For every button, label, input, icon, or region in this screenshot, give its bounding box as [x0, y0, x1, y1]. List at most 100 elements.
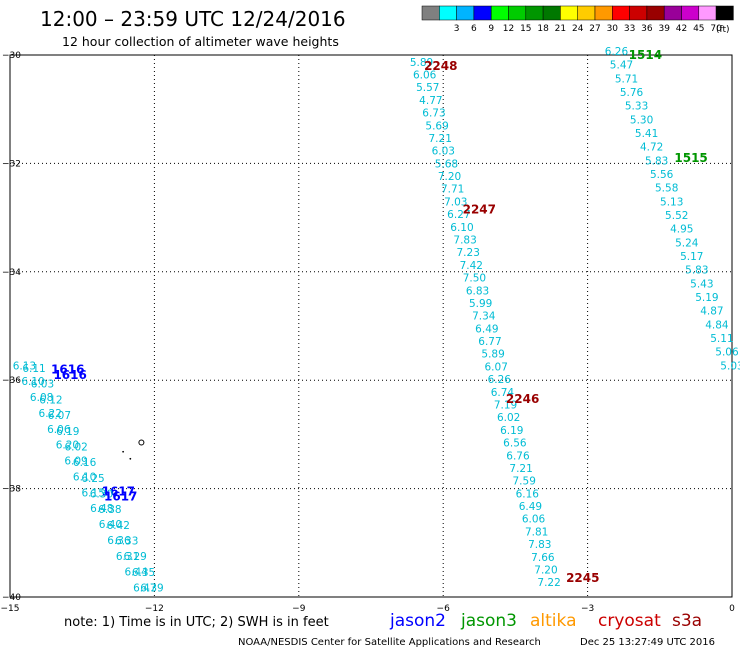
wave-height-value: 5.69 — [425, 120, 448, 132]
wave-height-value: 6.10 — [450, 222, 473, 234]
wave-height-value: 6.31 — [116, 551, 139, 563]
y-tick-label: −30 — [2, 51, 21, 61]
wave-height-value: 5.58 — [655, 183, 678, 195]
wave-height-value: 6.42 — [107, 520, 130, 532]
legend-swatch — [594, 5, 613, 21]
island-marker — [129, 457, 132, 460]
wave-height-value: 6.07 — [485, 361, 508, 373]
wave-height-value: 5.56 — [650, 169, 674, 181]
wave-height-value: 7.71 — [441, 184, 464, 196]
legend-swatch — [663, 5, 682, 21]
wave-height-value: 6.36 — [107, 535, 131, 547]
legend-swatch — [439, 5, 457, 21]
pass-time-label: 1617 — [102, 484, 135, 498]
legend-swatch — [456, 5, 475, 21]
wave-height-value: 6.25 — [81, 473, 104, 485]
wave-height-value: 6.73 — [422, 108, 445, 120]
wave-height-value: 6.10 — [21, 376, 44, 388]
satellite-label-s3a: s3a — [672, 611, 702, 631]
wave-height-value: 5.52 — [665, 210, 688, 222]
legend-swatch — [715, 5, 734, 21]
wave-height-value: 6.12 — [39, 394, 62, 406]
wave-height-value: 6.08 — [30, 392, 53, 404]
wave-height-value: 6.09 — [64, 456, 87, 468]
wave-height-value: 6.49 — [475, 323, 498, 335]
wave-height-value: 5.41 — [635, 128, 658, 140]
wave-height-value: 7.21 — [429, 133, 452, 145]
wave-height-value: 4.84 — [705, 319, 729, 331]
legend-tick-label: 30 — [607, 24, 619, 34]
wave-height-value: 6.22 — [39, 408, 62, 420]
plot-frame — [9, 54, 733, 598]
legend-tick-label: 33 — [624, 24, 635, 34]
wave-height-value: 6.15 — [82, 487, 105, 499]
wave-height-value: 5.76 — [620, 87, 644, 99]
wave-height-value: 5.03 — [720, 360, 740, 372]
wave-height-value: 6.33 — [115, 536, 138, 548]
wave-height-value: 5.57 — [416, 82, 439, 94]
wave-height-value: 6.35 — [132, 567, 155, 579]
wave-height-value: 6.06 — [522, 514, 546, 526]
x-tick-label: −12 — [145, 604, 164, 614]
legend-swatch — [698, 5, 717, 21]
legend-tick-label: 18 — [537, 24, 549, 34]
wave-height-value: 7.21 — [509, 463, 532, 475]
wave-height-value: 6.03 — [432, 146, 455, 158]
legend-swatch — [542, 5, 561, 21]
legend-tick-label: 39 — [658, 24, 670, 34]
wave-height-value: 5.47 — [610, 60, 633, 72]
legend-swatch — [612, 5, 630, 21]
pass-time-label: 2245 — [566, 571, 599, 585]
legend-tick-label: 9 — [488, 24, 494, 34]
satellite-label-cryosat: cryosat — [598, 611, 661, 631]
wave-height-value: 7.20 — [534, 564, 557, 576]
wave-height-value: 7.83 — [528, 539, 551, 551]
wave-height-value: 7.23 — [457, 247, 480, 259]
pass-time-label: 1616 — [53, 368, 86, 382]
legend-tick-label: 70 — [710, 24, 722, 34]
wave-height-value: 6.26 — [488, 374, 512, 386]
footer-note: note: 1) Time is in UTC; 2) SWH is in fe… — [64, 615, 329, 630]
x-tick-label: −15 — [1, 604, 20, 614]
wave-height-value: 6.07 — [48, 410, 71, 422]
wave-height-value: 6.30 — [90, 489, 113, 501]
pass-time-label: 2246 — [506, 392, 539, 406]
x-tick-label: 0 — [729, 604, 735, 614]
wave-height-value: 5.11 — [710, 333, 733, 345]
wave-height-value: 6.20 — [56, 440, 79, 452]
legend-tick-label: 42 — [676, 24, 687, 34]
chart-subtitle: 12 hour collection of altimeter wave hei… — [62, 34, 339, 49]
satellite-label-jason3: jason3 — [460, 611, 517, 631]
wave-height-value: 5.99 — [469, 298, 492, 310]
wave-height-value: 6.29 — [123, 551, 146, 563]
wave-height-value: 5.13 — [660, 196, 683, 208]
wave-height-value: 5.83 — [685, 265, 708, 277]
footer-credit: NOAA/NESDIS Center for Satellite Applica… — [238, 637, 541, 648]
wave-height-value: 7.19 — [494, 399, 517, 411]
pass-time-label: 2247 — [463, 202, 496, 216]
wave-height-value: 5.30 — [630, 114, 653, 126]
grid-lines — [10, 55, 732, 597]
legend-swatch — [490, 5, 509, 21]
footer-timestamp: Dec 25 13:27:49 UTC 2016 — [580, 637, 715, 648]
axis-ticks: −15 −12 −9 −6 −3 0−30−32−34−36−38−40 — [1, 51, 736, 614]
wave-height-value: 6.49 — [519, 501, 542, 513]
wave-height-value: 5.89 — [481, 349, 504, 361]
wave-height-value: 6.19 — [56, 426, 79, 438]
wave-height-value: 5.06 — [715, 347, 739, 359]
wave-height-value: 6.03 — [31, 379, 54, 391]
y-tick-label: −40 — [2, 593, 21, 603]
legend-swatch — [473, 5, 492, 21]
wave-height-value: 4.72 — [640, 142, 663, 154]
wave-height-value: 7.50 — [463, 273, 486, 285]
x-tick-label: −3 — [581, 604, 594, 614]
pass-time-label: 1616 — [51, 362, 84, 376]
wave-height-value: 7.34 — [472, 311, 496, 323]
wave-height-value: 7.83 — [453, 235, 476, 247]
wave-height-value: 6.38 — [98, 504, 121, 516]
legend-tick-label: 15 — [520, 24, 531, 34]
legend-tick-label: 12 — [503, 24, 514, 34]
wave-height-value: 5.19 — [695, 292, 718, 304]
track-values: 5.896.065.574.776.735.697.216.035.687.20… — [13, 46, 740, 595]
